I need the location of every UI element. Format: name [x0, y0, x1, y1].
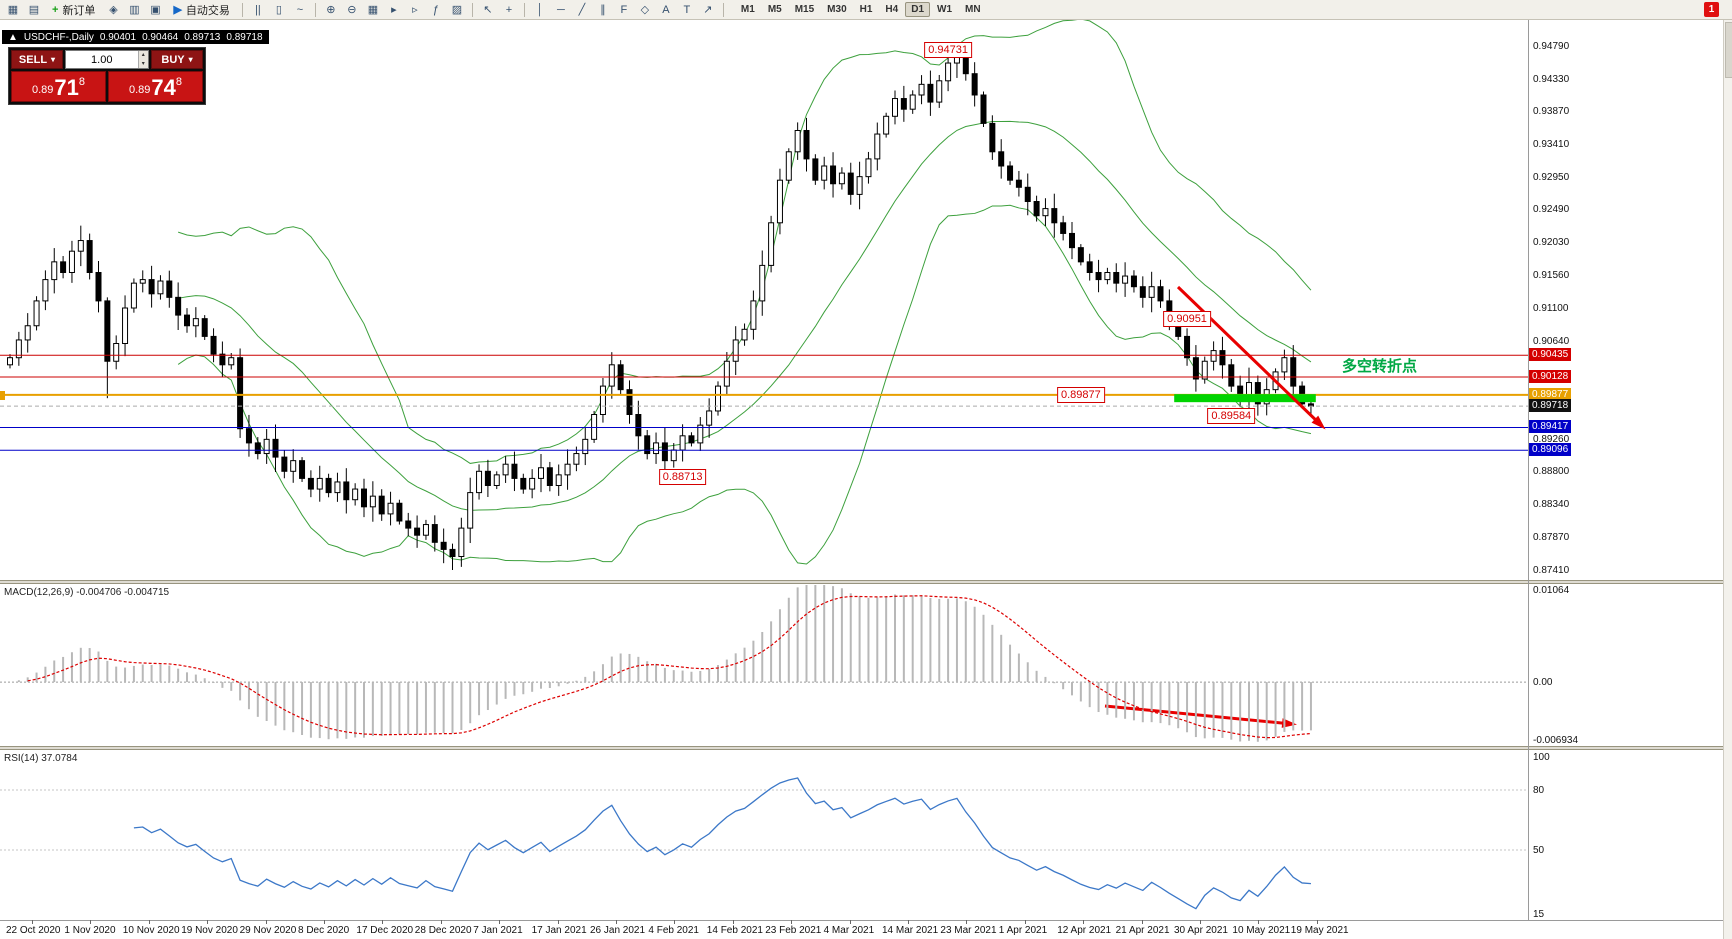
timeframe-d1[interactable]: D1	[905, 2, 931, 17]
zoom-out-icon[interactable]: ⊖	[342, 2, 362, 18]
price-callout[interactable]: 0.90951	[1163, 310, 1211, 327]
buy-price-big: 74	[151, 75, 176, 100]
buy-price-button[interactable]: 0.89 74 8	[108, 71, 203, 102]
volume-up-button[interactable]: ▴	[137, 51, 148, 60]
chart-symbol-period: USDCHF-,Daily	[23, 31, 94, 43]
text-icon[interactable]: A	[656, 2, 676, 18]
sell-button-label: SELL	[18, 53, 48, 66]
toolbar-separator	[523, 2, 525, 17]
price-callout[interactable]: 0.94731	[924, 42, 972, 59]
new-order-button[interactable]: + 新订单	[45, 1, 102, 18]
panel-splitter[interactable]	[0, 580, 1732, 584]
volume-input[interactable]	[66, 51, 138, 68]
templates-icon[interactable]: ▨	[447, 2, 467, 18]
timeframe-m5[interactable]: M5	[762, 2, 788, 17]
new-order-button-icon: +	[52, 3, 59, 16]
sell-price-pip: 8	[78, 76, 86, 88]
timeframe-mn[interactable]: MN	[959, 2, 987, 17]
sell-dropdown-icon: ▾	[51, 55, 56, 64]
shapes-icon[interactable]: ◇	[635, 2, 655, 18]
auto-scroll-icon[interactable]: ▸	[384, 2, 404, 18]
timeframe-w1[interactable]: W1	[931, 2, 958, 17]
timeframe-toolbar: M1 M5 M15 M30 H1 H4 D1 W1 MN	[735, 2, 987, 17]
sell-price-base: 0.89	[31, 84, 54, 96]
bar-chart-mode-icon[interactable]: ||	[248, 2, 268, 18]
volume-field: ▴ ▾	[65, 50, 149, 69]
toolbar-separator	[314, 2, 316, 17]
ohlc-high: 0.90464	[142, 31, 179, 43]
ohlc-low: 0.89713	[184, 31, 221, 43]
equidistant-channel-icon[interactable]: ∥	[593, 2, 613, 18]
tile-windows-icon[interactable]: ▦	[363, 2, 383, 18]
buy-button-label: BUY	[161, 53, 185, 66]
text-label-icon[interactable]: T	[677, 2, 697, 18]
timeframe-m15[interactable]: M15	[789, 2, 820, 17]
ohlc-open: 0.90401	[99, 31, 137, 43]
price-callout[interactable]: 0.89877	[1056, 386, 1105, 403]
sell-price-big: 71	[54, 75, 79, 100]
new-order-button-label: 新订单	[62, 4, 96, 17]
price-axis-border	[1528, 20, 1529, 920]
cursor-icon[interactable]: ↖	[478, 2, 498, 18]
toolbar: ▦ ▤ + 新订单 ◈ ▥ ▣ ▶ 自动交易 || ▯ ~ ⊕ ⊖ ▦ ▸ ▹ ƒ ▨ ↖ + │ ─ ╱ ∥ F ◇ A T ↗ M1 M5…	[0, 0, 1732, 20]
autotrade-button[interactable]: ▶ 自动交易	[166, 1, 236, 18]
scrollbar-thumb[interactable]	[1725, 22, 1732, 78]
volume-down-button[interactable]: ▾	[137, 59, 148, 68]
chart-profiles-icon[interactable]: ▤	[24, 2, 44, 18]
time-axis-border	[0, 920, 1732, 921]
candlestick-mode-icon[interactable]: ▯	[269, 2, 289, 18]
new-chart-icon[interactable]: ▦	[3, 2, 23, 18]
indicators-list-icon[interactable]: ƒ	[426, 2, 446, 18]
toolbar-separator	[722, 2, 724, 17]
buy-price-base: 0.89	[128, 84, 151, 96]
candles-layer	[7, 43, 1314, 570]
drawings-layer	[1104, 285, 1326, 728]
horizontal-line-icon[interactable]: ─	[551, 2, 571, 18]
timeframe-m30[interactable]: M30	[821, 2, 852, 17]
rsi-indicator-label: RSI(14) 37.0784	[4, 753, 78, 764]
toolbar-separator	[241, 2, 243, 17]
vertical-line-icon[interactable]: │	[530, 2, 550, 18]
annotation-text[interactable]: 多空转折点	[1342, 358, 1418, 375]
crosshair-icon[interactable]: +	[499, 2, 519, 18]
navigator-icon[interactable]: ▣	[145, 2, 165, 18]
price-callout[interactable]: 0.88713	[658, 469, 707, 486]
buy-price-pip: 8	[175, 76, 183, 88]
volume-stepper: ▴ ▾	[137, 51, 148, 68]
fibonacci-icon[interactable]: F	[614, 2, 634, 18]
timeframe-h4[interactable]: H4	[879, 2, 904, 17]
autotrade-button-icon: ▶	[173, 4, 182, 16]
zoom-in-icon[interactable]: ⊕	[321, 2, 341, 18]
buy-dropdown-icon: ▾	[188, 55, 193, 64]
notifications-badge[interactable]: 1	[1704, 2, 1719, 17]
collapse-panel-icon[interactable]: ▲	[8, 31, 18, 43]
timeframe-m1[interactable]: M1	[735, 2, 761, 17]
data-window-icon[interactable]: ▥	[124, 2, 144, 18]
toolbar-separator	[471, 2, 473, 17]
autotrade-button-label: 自动交易	[185, 4, 230, 17]
timeframe-h1[interactable]: H1	[854, 2, 879, 17]
market-watch-icon[interactable]: ◈	[103, 2, 123, 18]
trendline-icon[interactable]: ╱	[572, 2, 592, 18]
hline-left-anchor	[0, 391, 5, 400]
sell-price-button[interactable]: 0.89 71 8	[11, 71, 106, 102]
one-click-trading-panel: SELL ▾ ▴ ▾ BUY ▾ 0.89 71 8 0.89	[8, 47, 206, 105]
chart-shift-icon[interactable]: ▹	[405, 2, 425, 18]
ohlc-close: 0.89718	[226, 31, 263, 43]
buy-button[interactable]: BUY ▾	[151, 50, 203, 69]
chart-title-bar: ▲ USDCHF-,Daily 0.90401 0.90464 0.89713 …	[2, 30, 269, 44]
price-callout[interactable]: 0.89584	[1207, 407, 1256, 424]
vertical-scrollbar[interactable]	[1723, 0, 1732, 939]
panel-splitter[interactable]	[0, 746, 1732, 750]
arrows-icon[interactable]: ↗	[698, 2, 718, 18]
sell-button[interactable]: SELL ▾	[11, 50, 63, 69]
macd-indicator-label: MACD(12,26,9) -0.004706 -0.004715	[4, 587, 170, 598]
line-chart-mode-icon[interactable]: ~	[290, 2, 310, 18]
